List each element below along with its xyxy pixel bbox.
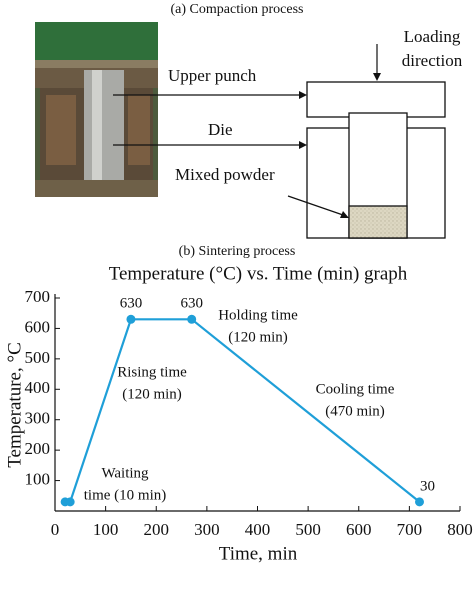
panel-a-caption: (a) Compaction process: [171, 2, 304, 17]
y-tick-label: 600: [25, 317, 51, 336]
x-tick-label: 800: [447, 520, 473, 539]
x-tick-label: 0: [51, 520, 60, 539]
annotation: Rising time: [117, 364, 187, 380]
x-axis-label: Time, min: [219, 543, 298, 564]
value-label: 630: [120, 296, 143, 312]
annotation: Cooling time: [316, 381, 395, 397]
annotation: Holding time: [218, 307, 298, 323]
data-point: [126, 314, 136, 324]
y-tick-label: 300: [25, 409, 51, 428]
annotation: time (10 min): [84, 487, 167, 503]
x-tick-label: 300: [194, 520, 220, 539]
x-tick-label: 100: [93, 520, 119, 539]
die-label: Die: [208, 120, 233, 139]
mixed-powder-label: Mixed powder: [175, 165, 275, 184]
panel-b-caption: (b) Sintering process: [179, 244, 296, 259]
y-axis-label: Temperature, °C: [4, 342, 25, 468]
upper-punch-label: Upper punch: [168, 66, 257, 85]
press-photo: [35, 22, 158, 197]
die-schematic: [306, 81, 446, 239]
loading-label: direction: [402, 51, 463, 70]
y-tick-label: 100: [25, 469, 51, 488]
data-point: [65, 497, 75, 507]
y-tick-label: 400: [25, 378, 51, 397]
data-point: [415, 497, 424, 507]
annotation: (120 min): [228, 329, 288, 345]
y-tick-label: 500: [25, 348, 51, 367]
value-label: 630: [180, 296, 203, 312]
y-tick-label: 700: [25, 287, 51, 306]
chart-title: Temperature (°C) vs. Time (min) graph: [109, 263, 408, 284]
plot: 100 200 300 400 500 600 700 0 100 200 300 400 500 600…: [4, 287, 472, 564]
x-tick-label: 400: [245, 520, 271, 539]
loading-label: Loading: [404, 27, 461, 46]
x-tick-label: 200: [144, 520, 170, 539]
annotation: Waiting: [101, 465, 149, 481]
arrows: [113, 44, 381, 218]
value-label: 30: [420, 478, 435, 494]
data-point: [187, 314, 197, 324]
x-tick-label: 600: [346, 520, 372, 539]
annotation: (470 min): [325, 403, 385, 419]
annotation: (120 min): [122, 386, 182, 402]
x-tick-label: 700: [397, 520, 423, 539]
x-tick-label: 500: [295, 520, 321, 539]
y-tick-label: 200: [25, 439, 51, 458]
